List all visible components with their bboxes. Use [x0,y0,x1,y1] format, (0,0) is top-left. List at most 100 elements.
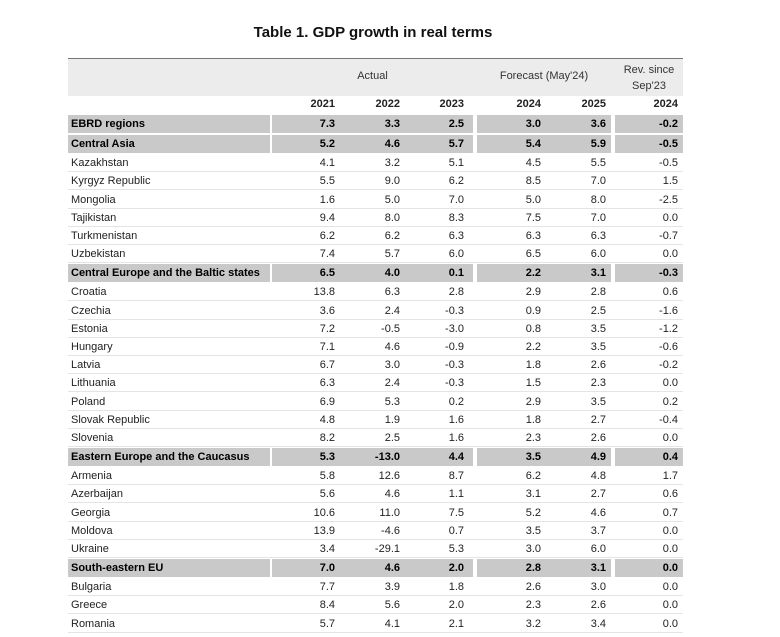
value-cell: -0.6 [659,340,678,353]
value-cell: 4.0 [384,267,400,280]
country-label: Slovenia [71,431,114,444]
value-cell: 3.5 [590,322,606,335]
value-cell: 5.8 [319,470,335,483]
value-cell: 3.7 [590,524,606,537]
value-cell: 0.6 [662,488,678,501]
value-cell: 7.3 [319,118,335,130]
value-cell: 2.9 [525,286,541,299]
value-cell: 2.0 [448,599,464,612]
value-cell: 5.7 [448,138,464,150]
value-cell: -4.6 [381,524,400,537]
value-cell: 5.9 [590,138,606,150]
value-cell: 0.0 [662,599,678,612]
value-cell: 1.7 [662,470,678,483]
value-cell: 4.1 [319,157,335,170]
region-band [615,264,683,283]
value-cell: -1.2 [659,322,678,335]
value-cell: 5.7 [319,617,335,630]
value-cell: 5.6 [319,488,335,501]
value-cell: 6.3 [384,286,400,299]
value-cell: 4.6 [384,562,400,574]
row-rule [68,446,683,447]
value-cell: 4.8 [590,470,606,483]
value-cell: 9.4 [319,211,335,224]
value-cell: 5.3 [448,542,464,555]
value-cell: 7.5 [525,211,541,224]
value-cell: 2.6 [590,599,606,612]
value-cell: 5.2 [319,138,335,150]
value-cell: 2.9 [525,395,541,408]
country-label: Azerbaijan [71,488,123,501]
value-cell: 0.7 [448,524,464,537]
country-label: Slovak Republic [71,413,150,426]
value-cell: -0.3 [445,304,464,317]
region-band [477,559,611,577]
row-rule [68,520,683,522]
row-rule [68,300,683,302]
value-cell: 6.2 [319,229,335,242]
region-label: Eastern Europe and the Caucasus [71,451,250,463]
region-band [68,448,270,466]
value-cell: -0.2 [659,359,678,372]
value-cell: -0.5 [659,157,678,170]
value-cell: 7.7 [319,581,335,594]
region-band [272,448,473,466]
value-cell: 7.0 [590,175,606,188]
value-cell: 3.2 [384,157,400,170]
value-cell: 6.0 [590,248,606,261]
value-cell: 0.2 [662,395,678,408]
value-cell: -0.3 [445,359,464,372]
value-cell: 12.6 [378,470,400,483]
row-rule [68,409,683,411]
row-rule [68,171,683,173]
value-cell: 3.6 [319,304,335,317]
value-cell: 1.8 [525,413,541,426]
value-cell: 5.0 [525,193,541,206]
row-rule [68,427,683,429]
value-cell: 3.4 [590,617,606,630]
region-label: Central Asia [71,138,135,150]
value-cell: 5.4 [525,138,541,150]
value-cell: 2.5 [384,431,400,444]
value-cell: 3.1 [590,562,606,574]
region-band [477,135,611,153]
value-cell: 4.8 [319,413,335,426]
table-title: Table 1. GDP growth in real terms [253,24,493,41]
country-label: Tajikistan [71,211,117,224]
value-cell: 0.0 [662,542,678,555]
value-cell: 3.3 [384,118,400,130]
value-cell: 0.0 [662,562,678,574]
row-rule [68,613,683,615]
value-cell: 2.6 [590,359,606,372]
value-cell: 13.9 [313,524,335,537]
value-cell: 3.0 [384,359,400,372]
value-cell: 2.8 [590,286,606,299]
value-cell: 5.1 [448,157,464,170]
value-cell: 5.3 [319,451,335,463]
value-cell: 4.6 [384,340,400,353]
value-cell: 7.5 [448,506,464,519]
value-cell: 4.6 [590,506,606,519]
region-band [477,264,611,283]
value-cell: 2.6 [525,581,541,594]
region-label: EBRD regions [71,118,145,130]
row-rule [68,391,683,393]
value-cell: 8.5 [525,175,541,188]
value-cell: 3.6 [590,118,606,130]
value-cell: 2.6 [590,431,606,444]
value-cell: -2.5 [659,193,678,206]
header-actual: Actual [357,70,388,82]
value-cell: 8.0 [384,211,400,224]
region-label: South-eastern EU [71,562,164,574]
value-cell: 1.8 [448,581,464,594]
value-cell: 6.0 [590,542,606,555]
value-cell: 0.0 [662,431,678,444]
value-cell: 6.0 [448,248,464,261]
value-cell: 13.8 [313,286,335,299]
region-band [272,264,473,283]
value-cell: 0.7 [662,506,678,519]
value-cell: 1.6 [319,193,335,206]
value-cell: 2.5 [448,118,464,130]
country-label: Hungary [71,340,113,353]
